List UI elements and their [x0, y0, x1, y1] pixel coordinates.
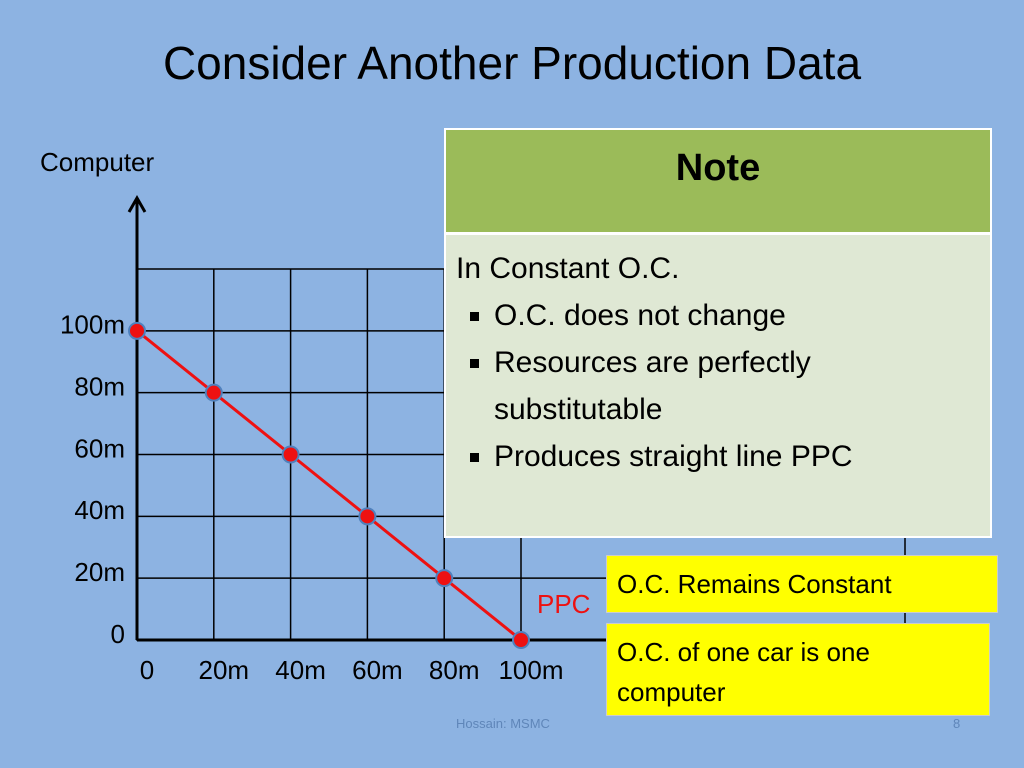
x-tick-label: 40m: [275, 655, 326, 685]
x-tick-label: 0: [140, 655, 154, 685]
note-title: Note: [446, 130, 990, 235]
y-tick-label: 0: [111, 619, 125, 649]
point: [435, 569, 454, 588]
y-axis-label: Computer: [40, 147, 154, 177]
x-tick-label: 60m: [352, 655, 403, 685]
slide-title: Consider Another Production Data: [162, 37, 862, 89]
y-tick-label: 20m: [74, 557, 125, 587]
page-number: 8: [953, 716, 961, 731]
note-bullet: O.C. does not change: [494, 292, 980, 339]
note-bullet: Produces straight line PPC: [494, 433, 980, 480]
point: [128, 321, 146, 340]
note-box: Note In Constant O.C. O.C. does not chan…: [444, 128, 992, 538]
series-label: PPC: [537, 589, 590, 619]
y-tick-label: 40m: [74, 495, 125, 525]
callout: O.C. of one car is one computer: [606, 623, 990, 716]
x-tick-label: 80m: [429, 655, 480, 685]
x-tick-label: 20m: [199, 655, 250, 685]
note-intro: In Constant O.C.: [456, 252, 680, 285]
note-body: In Constant O.C. O.C. does not change Re…: [446, 235, 990, 490]
y-tick-label: 60m: [74, 433, 125, 463]
note-bullet: Resources are perfectly substitutable: [494, 339, 980, 433]
note-list: O.C. does not change Resources are perfe…: [456, 292, 980, 480]
footer: Hossain: MSMC: [456, 716, 550, 731]
callout: O.C. Remains Constant: [606, 555, 998, 613]
series-line: [136, 329, 522, 642]
point: [358, 507, 377, 526]
y-tick-label: 100m: [60, 310, 125, 340]
point: [281, 445, 300, 464]
x-tick-label: 100m: [498, 655, 563, 685]
point: [512, 631, 530, 649]
y-axis-arrow: [127, 194, 147, 213]
point: [204, 383, 223, 402]
y-tick-label: 80m: [74, 372, 125, 402]
